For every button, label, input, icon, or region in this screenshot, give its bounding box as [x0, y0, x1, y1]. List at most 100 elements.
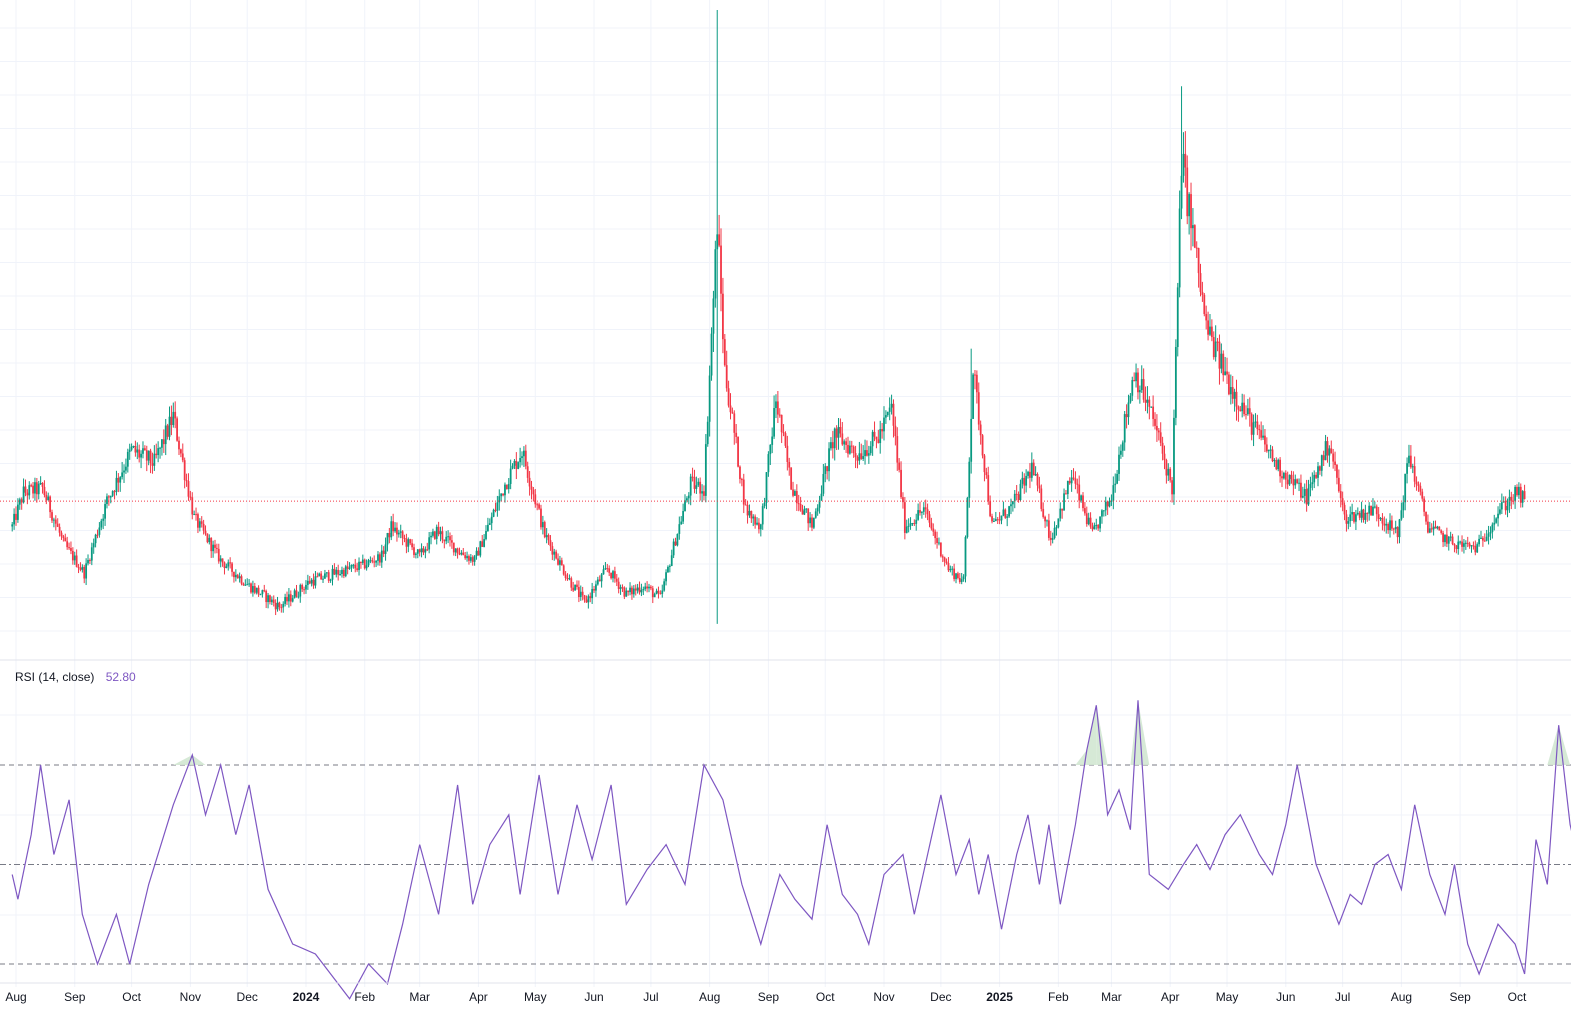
- candle-body: [1129, 395, 1132, 403]
- candle-body: [519, 457, 522, 463]
- candle: [132, 445, 135, 449]
- candle-body: [693, 477, 696, 489]
- candle-body: [1337, 477, 1340, 492]
- candle: [856, 455, 859, 469]
- candle-body: [941, 556, 944, 558]
- candle-body: [149, 450, 152, 464]
- candle: [1493, 514, 1496, 531]
- candle: [879, 420, 882, 454]
- candle: [1140, 365, 1143, 393]
- candle-body: [1091, 526, 1094, 530]
- candle-body: [358, 561, 360, 570]
- candle-body: [1233, 391, 1236, 399]
- candle-body: [227, 562, 230, 567]
- candle-body: [1523, 491, 1526, 500]
- rsi-legend[interactable]: RSI (14, close) 52.80: [15, 670, 136, 684]
- candle: [176, 416, 178, 442]
- candle: [513, 459, 516, 470]
- candle: [816, 504, 819, 516]
- candle-body: [32, 485, 34, 494]
- candle: [1070, 470, 1073, 492]
- candle: [776, 391, 779, 424]
- candle-body: [490, 516, 493, 524]
- candle: [1000, 515, 1003, 525]
- candle-body: [269, 595, 271, 603]
- candle: [390, 516, 393, 541]
- candle: [212, 540, 215, 558]
- candle: [392, 513, 395, 537]
- candle-body: [267, 595, 269, 603]
- candle: [909, 517, 912, 530]
- candle-body: [655, 590, 658, 595]
- candle: [1447, 536, 1450, 551]
- time-axis-label: Jul: [643, 990, 658, 1004]
- candle-body: [89, 560, 91, 562]
- candle: [1457, 535, 1460, 555]
- candle-body: [638, 587, 641, 593]
- candle: [1322, 450, 1325, 466]
- candle-body: [1463, 543, 1465, 547]
- candle-body: [1144, 399, 1147, 403]
- candle: [737, 436, 739, 468]
- candle-body: [316, 576, 319, 578]
- candle: [1055, 525, 1058, 536]
- candle: [875, 436, 878, 449]
- candle-body: [1197, 248, 1200, 274]
- candle: [1394, 520, 1397, 534]
- candle-body: [1383, 523, 1386, 526]
- candle: [407, 537, 410, 553]
- candle-body: [198, 521, 201, 528]
- candle-body: [1425, 511, 1427, 522]
- candle: [1362, 508, 1365, 523]
- candle: [130, 443, 133, 452]
- candle-body: [723, 339, 726, 366]
- candle-body: [435, 526, 438, 539]
- candle: [233, 571, 235, 583]
- candle: [1379, 517, 1382, 521]
- candle-body: [56, 523, 59, 527]
- candle: [191, 492, 194, 520]
- candle: [1366, 512, 1369, 522]
- candle-body: [270, 599, 273, 603]
- candle-body: [1303, 489, 1306, 496]
- candle: [752, 514, 755, 527]
- candle-body: [473, 556, 476, 562]
- candle-body: [327, 572, 330, 581]
- candle-body: [306, 580, 309, 585]
- candle: [994, 511, 997, 522]
- time-axis[interactable]: Aug Sep Oct Nov Dec 2024 Feb Mar Apr May Jun Jul Aug…: [0, 982, 1571, 1004]
- candle: [809, 512, 811, 528]
- candle-body: [1256, 421, 1259, 430]
- candle: [960, 572, 963, 585]
- candle: [939, 542, 942, 558]
- candle-body: [1044, 516, 1046, 522]
- candle-body: [221, 558, 224, 563]
- candle-body: [839, 427, 842, 434]
- candle: [540, 504, 542, 530]
- candle-body: [1171, 480, 1173, 495]
- candle-body: [831, 442, 834, 449]
- candle-body: [644, 586, 647, 590]
- candle-body: [1254, 421, 1257, 423]
- candle: [896, 427, 899, 471]
- candle: [1430, 523, 1433, 533]
- candle-body: [1038, 485, 1041, 489]
- candle-body: [951, 568, 954, 570]
- candle: [70, 541, 72, 555]
- candle: [236, 573, 239, 579]
- candle: [837, 417, 840, 450]
- candle: [433, 530, 436, 540]
- candle: [1491, 522, 1494, 539]
- candle: [888, 397, 891, 421]
- candle: [269, 594, 271, 605]
- candle-body: [962, 576, 965, 580]
- candle-body: [252, 586, 254, 593]
- candle: [735, 423, 738, 444]
- candle: [1409, 445, 1412, 469]
- candle: [596, 576, 599, 586]
- candle: [487, 517, 489, 532]
- candle: [900, 461, 902, 500]
- candle: [653, 592, 656, 598]
